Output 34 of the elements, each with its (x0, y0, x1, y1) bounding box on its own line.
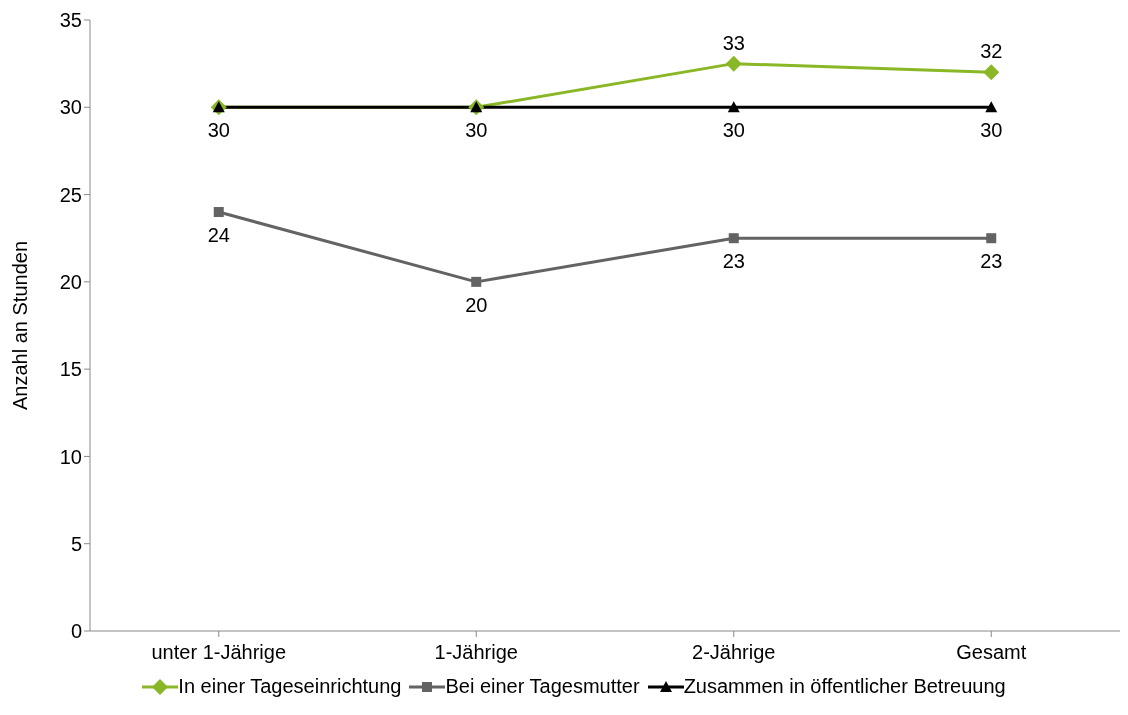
point (213, 207, 224, 218)
legend-label: In einer Tageseinrichtung (178, 675, 402, 698)
point (725, 55, 742, 72)
point (986, 233, 997, 244)
y-tick-label: 10 (59, 445, 82, 468)
point (471, 276, 482, 287)
x-tick-label: 1-Jährige (434, 641, 518, 664)
y-tick-label: 25 (59, 183, 82, 206)
point (728, 233, 739, 244)
legend-label: Bei einer Tagesmutter (445, 675, 640, 698)
y-axis-title: Anzahl an Stunden (9, 240, 32, 411)
y-tick-label: 35 (59, 9, 82, 32)
y-tick-label: 5 (70, 532, 82, 555)
data-label: 32 (980, 40, 1003, 63)
point (985, 101, 998, 113)
x-tick-label: 2-Jährige (692, 641, 776, 664)
x-tick-label: unter 1-Jährige (151, 641, 287, 664)
legend-label: Zusammen in öffentlicher Betreuung (683, 675, 1006, 698)
point (727, 101, 740, 113)
data-label: 30 (722, 119, 745, 142)
data-label: 30 (207, 119, 230, 142)
data-label: 23 (980, 250, 1003, 273)
data-label: 30 (980, 119, 1003, 142)
y-tick-label: 20 (59, 270, 82, 293)
x-tick-label: Gesamt (956, 641, 1027, 664)
data-label: 33 (722, 31, 745, 54)
data-label: 30 (465, 119, 488, 142)
y-tick-label: 0 (70, 620, 82, 643)
y-tick-label: 30 (59, 96, 82, 119)
point (983, 64, 1000, 81)
data-label: 24 (207, 224, 230, 247)
data-label: 20 (465, 293, 488, 316)
data-label: 23 (722, 250, 745, 273)
y-tick-label: 15 (59, 358, 82, 381)
